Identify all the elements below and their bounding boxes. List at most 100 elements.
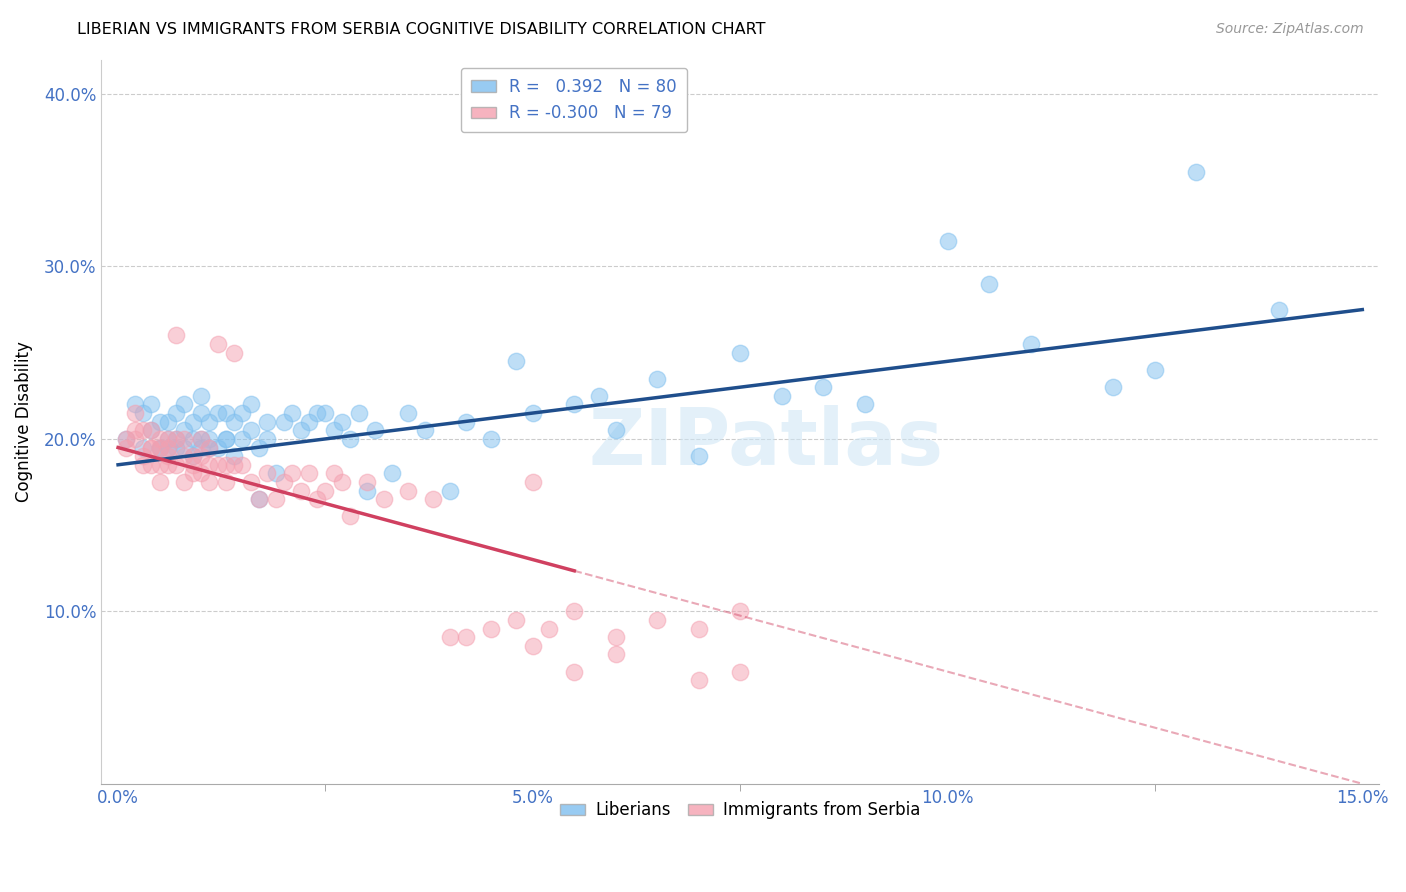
Point: [281, 467, 304, 481]
Point: [190, 432, 212, 446]
Point: [373, 492, 395, 507]
Point: [264, 467, 287, 481]
Point: [522, 475, 544, 489]
Point: [505, 354, 527, 368]
Point: [330, 475, 353, 489]
Point: [1143, 363, 1166, 377]
Point: [124, 432, 146, 446]
Point: [165, 441, 187, 455]
Point: [141, 441, 163, 455]
Point: [148, 441, 170, 455]
Point: [339, 432, 361, 446]
Point: [290, 483, 312, 498]
Point: [439, 630, 461, 644]
Point: [215, 432, 238, 446]
Point: [605, 630, 627, 644]
Point: [231, 458, 253, 472]
Point: [148, 475, 170, 489]
Point: [273, 475, 295, 489]
Point: [148, 415, 170, 429]
Point: [115, 441, 138, 455]
Point: [115, 432, 138, 446]
Point: [190, 432, 212, 446]
Point: [148, 441, 170, 455]
Point: [124, 406, 146, 420]
Point: [165, 406, 187, 420]
Point: [728, 665, 751, 679]
Point: [456, 415, 478, 429]
Point: [132, 458, 155, 472]
Point: [977, 277, 1000, 291]
Point: [156, 432, 179, 446]
Point: [181, 449, 204, 463]
Point: [1102, 380, 1125, 394]
Point: [132, 423, 155, 437]
Point: [605, 648, 627, 662]
Point: [479, 432, 502, 446]
Point: [239, 397, 262, 411]
Point: [181, 449, 204, 463]
Point: [298, 467, 321, 481]
Point: [141, 458, 163, 472]
Point: [1268, 302, 1291, 317]
Point: [330, 415, 353, 429]
Point: [322, 467, 344, 481]
Legend: Liberians, Immigrants from Serbia: Liberians, Immigrants from Serbia: [554, 795, 927, 826]
Point: [396, 406, 419, 420]
Point: [198, 415, 221, 429]
Point: [198, 441, 221, 455]
Y-axis label: Cognitive Disability: Cognitive Disability: [15, 342, 32, 502]
Point: [190, 467, 212, 481]
Text: LIBERIAN VS IMMIGRANTS FROM SERBIA COGNITIVE DISABILITY CORRELATION CHART: LIBERIAN VS IMMIGRANTS FROM SERBIA COGNI…: [77, 22, 766, 37]
Point: [224, 449, 246, 463]
Point: [770, 389, 793, 403]
Point: [173, 432, 195, 446]
Point: [215, 458, 238, 472]
Point: [422, 492, 444, 507]
Point: [728, 345, 751, 359]
Point: [173, 449, 195, 463]
Point: [645, 613, 668, 627]
Point: [231, 406, 253, 420]
Point: [215, 432, 238, 446]
Point: [853, 397, 876, 411]
Point: [1019, 337, 1042, 351]
Point: [364, 423, 387, 437]
Point: [247, 492, 270, 507]
Point: [605, 423, 627, 437]
Text: ZIPatlas: ZIPatlas: [588, 405, 943, 482]
Point: [256, 467, 278, 481]
Point: [307, 406, 329, 420]
Point: [198, 432, 221, 446]
Point: [239, 475, 262, 489]
Point: [688, 673, 710, 688]
Point: [811, 380, 834, 394]
Point: [290, 423, 312, 437]
Point: [247, 441, 270, 455]
Point: [281, 406, 304, 420]
Point: [141, 397, 163, 411]
Point: [588, 389, 610, 403]
Point: [307, 492, 329, 507]
Point: [256, 432, 278, 446]
Point: [505, 613, 527, 627]
Point: [479, 622, 502, 636]
Point: [190, 441, 212, 455]
Point: [173, 397, 195, 411]
Point: [141, 423, 163, 437]
Point: [1185, 164, 1208, 178]
Point: [156, 441, 179, 455]
Point: [115, 432, 138, 446]
Point: [165, 458, 187, 472]
Point: [173, 441, 195, 455]
Point: [256, 415, 278, 429]
Point: [456, 630, 478, 644]
Point: [165, 432, 187, 446]
Point: [224, 345, 246, 359]
Point: [322, 423, 344, 437]
Point: [413, 423, 436, 437]
Point: [124, 423, 146, 437]
Point: [190, 406, 212, 420]
Point: [538, 622, 561, 636]
Point: [215, 475, 238, 489]
